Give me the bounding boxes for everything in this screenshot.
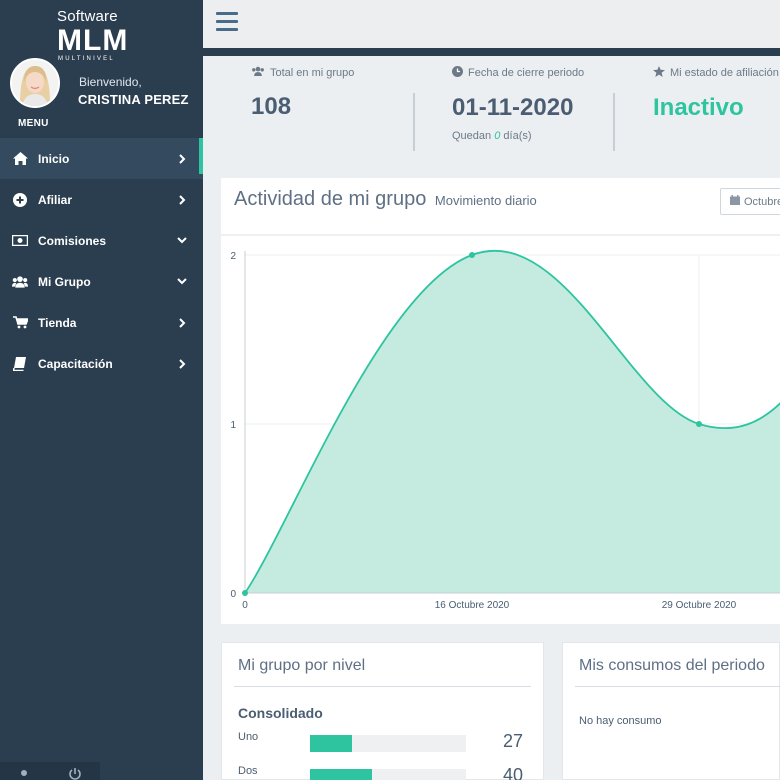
activity-subtitle: Movimiento diario — [434, 193, 537, 208]
brand-logo[interactable]: Software MLM MULTINIVEL — [57, 8, 147, 62]
sidebar-item-tienda[interactable]: Tienda — [0, 302, 203, 343]
stat-divider — [613, 93, 615, 151]
sidebar-item-inicio[interactable]: Inicio — [0, 138, 203, 179]
quedan-prefix: Quedan — [452, 130, 492, 142]
stat-total-label: Total en mi grupo — [270, 66, 355, 79]
panel-divider — [221, 234, 780, 236]
user-name: CRISTINA PEREZ — [78, 92, 189, 107]
stat-total-value: 108 — [251, 93, 292, 120]
series-area — [245, 250, 780, 593]
brand-sub: MULTINIVEL — [58, 56, 115, 62]
money-icon — [12, 233, 28, 249]
user-photo — [12, 60, 58, 106]
stat-fecha-value: 01-11-2020 — [452, 94, 574, 121]
brand-top: Software — [57, 8, 118, 25]
sidebar-item-capacitacion[interactable]: Capacitación — [0, 343, 203, 384]
level-progress-fill — [310, 769, 373, 780]
sidebar-item-label: Mi Grupo — [38, 274, 91, 289]
activity-title-text: Actividad de mi grupo — [234, 188, 427, 210]
home-icon — [12, 151, 28, 167]
stat-estado-value: Inactivo — [653, 94, 744, 121]
avatar[interactable] — [10, 58, 60, 108]
data-point — [696, 421, 702, 427]
consumo-title: Mis consumos del periodo — [579, 657, 765, 674]
sidebar-nav: Inicio Afiliar Comisiones — [0, 138, 203, 384]
users-icon — [251, 66, 265, 79]
sidebar-item-mi-grupo[interactable]: Mi Grupo — [0, 261, 203, 302]
sidebar: Software MLM MULTINIVEL Bienvenido, CRIS… — [0, 0, 203, 780]
panel-divider — [234, 686, 531, 687]
sidebar-item-comisiones[interactable]: Comisiones — [0, 220, 203, 261]
topbar — [203, 0, 780, 48]
activity-panel: Actividad de mi grupo Movimiento diario … — [221, 178, 780, 624]
header-strip — [203, 48, 780, 56]
level-row: Uno 27 — [238, 731, 528, 752]
data-point — [242, 590, 248, 596]
stat-fecha-label: Fecha de cierre periodo — [468, 67, 585, 79]
sidebar-item-afiliar[interactable]: Afiliar — [0, 179, 203, 220]
sidebar-footer — [0, 762, 100, 780]
stat-fecha: Fecha de cierre periodo 01-11-2020 Queda… — [452, 66, 584, 142]
series-line — [244, 250, 780, 594]
brand-main: MLM — [57, 24, 129, 57]
sidebar-item-label: Capacitación — [38, 356, 113, 371]
level-row-count: 27 — [503, 731, 524, 751]
stat-estado-label: Mi estado de afiliación — [670, 67, 779, 79]
chevron-down-icon — [177, 277, 187, 287]
level-progress-fill — [310, 735, 353, 752]
stat-estado: Mi estado de afiliación Inactivo — [653, 66, 779, 122]
power-icon[interactable] — [68, 767, 81, 780]
data-point — [469, 252, 475, 258]
sidebar-item-label: Comisiones — [38, 233, 107, 248]
level-title: Mi grupo por nivel — [238, 657, 366, 674]
sidebar-item-label: Tienda — [38, 315, 77, 330]
x-tick-label: 0 — [242, 600, 248, 611]
month-label: Octubre — [744, 195, 780, 208]
activity-title: Actividad de mi grupo Movimiento diario — [234, 188, 537, 211]
x-tick-label: 16 Octubre 2020 — [435, 600, 510, 611]
level-progress-track — [310, 735, 466, 752]
x-tick-label: 29 Octubre 2020 — [662, 600, 737, 611]
users-icon — [12, 274, 28, 290]
level-row-label: Uno — [238, 731, 259, 743]
stat-quedan: Quedan 0 día(s) — [452, 130, 584, 142]
consumo-empty-text: No hay consumo — [579, 715, 662, 727]
cart-icon — [12, 315, 28, 331]
welcome-text: Bienvenido, — [79, 75, 142, 89]
chevron-right-icon — [177, 194, 187, 205]
activity-chart: 0 1 2 0 16 Octubre 2020 29 Octubre 2020 — [230, 250, 780, 611]
chevron-right-icon — [177, 358, 187, 369]
book-icon — [12, 356, 28, 372]
y-tick-label: 0 — [230, 589, 236, 600]
sidebar-item-label: Afiliar — [38, 192, 73, 207]
sidebar-item-label: Inicio — [38, 151, 70, 166]
chevron-down-icon — [177, 236, 187, 246]
consumo-panel: Mis consumos del periodo No hay consumo — [562, 642, 780, 780]
level-subtitle: Consolidado — [238, 705, 323, 721]
y-tick-label: 2 — [230, 251, 236, 262]
menu-header: MENU — [18, 118, 49, 129]
stats-row: Total en mi grupo 108 Fecha de cierre pe… — [221, 66, 780, 166]
month-selector-button[interactable]: Octubre — [720, 188, 780, 215]
stat-total: Total en mi grupo 108 — [251, 66, 354, 121]
star-icon — [653, 66, 665, 80]
quedan-suffix: día(s) — [503, 130, 532, 142]
plus-circle-icon — [12, 192, 28, 208]
hamburger-menu-icon[interactable] — [216, 12, 238, 32]
level-progress-track — [310, 769, 466, 780]
chevron-right-icon — [177, 317, 187, 328]
chevron-right-icon — [177, 153, 187, 164]
level-row-label: Dos — [238, 765, 258, 777]
level-panel: Mi grupo por nivel Consolidado Uno 27 Dos 4… — [221, 642, 544, 780]
clock-icon — [452, 66, 463, 80]
calendar-icon — [730, 195, 740, 208]
level-row: Dos 40 — [238, 765, 528, 780]
y-tick-label: 1 — [230, 420, 236, 431]
stat-divider — [413, 93, 415, 151]
level-row-count: 40 — [503, 765, 524, 780]
user-icon[interactable] — [18, 767, 30, 779]
quedan-value: 0 — [494, 130, 501, 142]
panel-divider — [575, 686, 780, 687]
